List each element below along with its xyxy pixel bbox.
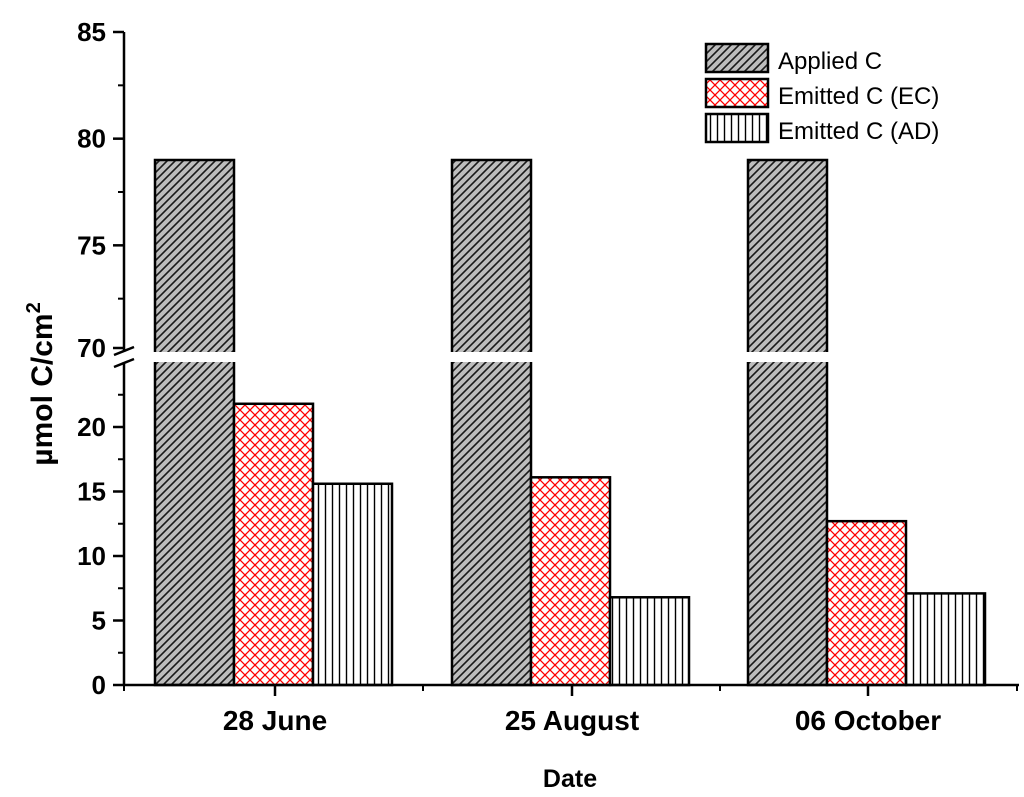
axes: 70 75 80 85 0 5 10 15 20 28 June 25 August 06 Octob… xyxy=(77,17,1019,736)
x-tick-label-2: 25 August xyxy=(505,705,639,736)
axis-break-mark-upper xyxy=(113,345,135,357)
legend-label-emitted-ad: Emitted C (AD) xyxy=(778,118,939,145)
y-tick-label-70: 70 xyxy=(77,333,106,363)
bar-emitted-c-ad-2 xyxy=(608,596,691,687)
legend-swatch-applied xyxy=(704,42,770,74)
y-tick-label-0: 0 xyxy=(92,670,106,700)
y-tick-label-10: 10 xyxy=(77,541,106,571)
bar-emitted-c-ec-2 xyxy=(529,476,612,687)
y-tick-label-15: 15 xyxy=(77,477,106,507)
axis-break-gap xyxy=(116,352,1019,362)
y-axis-title-superscript: 2 xyxy=(23,302,45,313)
y-tick-label-5: 5 xyxy=(92,606,106,636)
legend-swatch-emitted-ad xyxy=(704,112,770,144)
bar-applied-c-1 xyxy=(153,158,236,687)
legend-swatch-emitted-ec xyxy=(704,77,770,109)
x-axis-title: Date xyxy=(543,765,597,793)
y-axis-title: µmol C/cm2 xyxy=(23,302,59,465)
bar-emitted-c-ec-3 xyxy=(825,519,908,687)
bar-emitted-c-ec-1 xyxy=(232,402,315,687)
x-tick-label-1: 28 June xyxy=(223,705,327,736)
bar-applied-c-3 xyxy=(746,158,829,687)
y-tick-label-20: 20 xyxy=(77,412,106,442)
y-axis-title-main: µmol C/cm xyxy=(26,313,59,465)
legend: Applied C Emitted C (EC) Emitted C (AD) xyxy=(704,42,939,145)
y-tick-label-80: 80 xyxy=(77,124,106,154)
y-tick-label-85: 85 xyxy=(77,17,106,47)
bars xyxy=(116,158,1019,687)
bar-emitted-c-ad-1 xyxy=(311,482,394,687)
x-tick-label-3: 06 October xyxy=(795,705,941,736)
legend-label-applied: Applied C xyxy=(778,48,882,75)
bar-applied-c-2 xyxy=(450,158,533,687)
bar-emitted-c-ad-3 xyxy=(904,592,987,687)
legend-label-emitted-ec: Emitted C (EC) xyxy=(778,83,939,110)
y-tick-label-75: 75 xyxy=(77,230,106,260)
axis-break-mark-lower xyxy=(113,357,135,369)
